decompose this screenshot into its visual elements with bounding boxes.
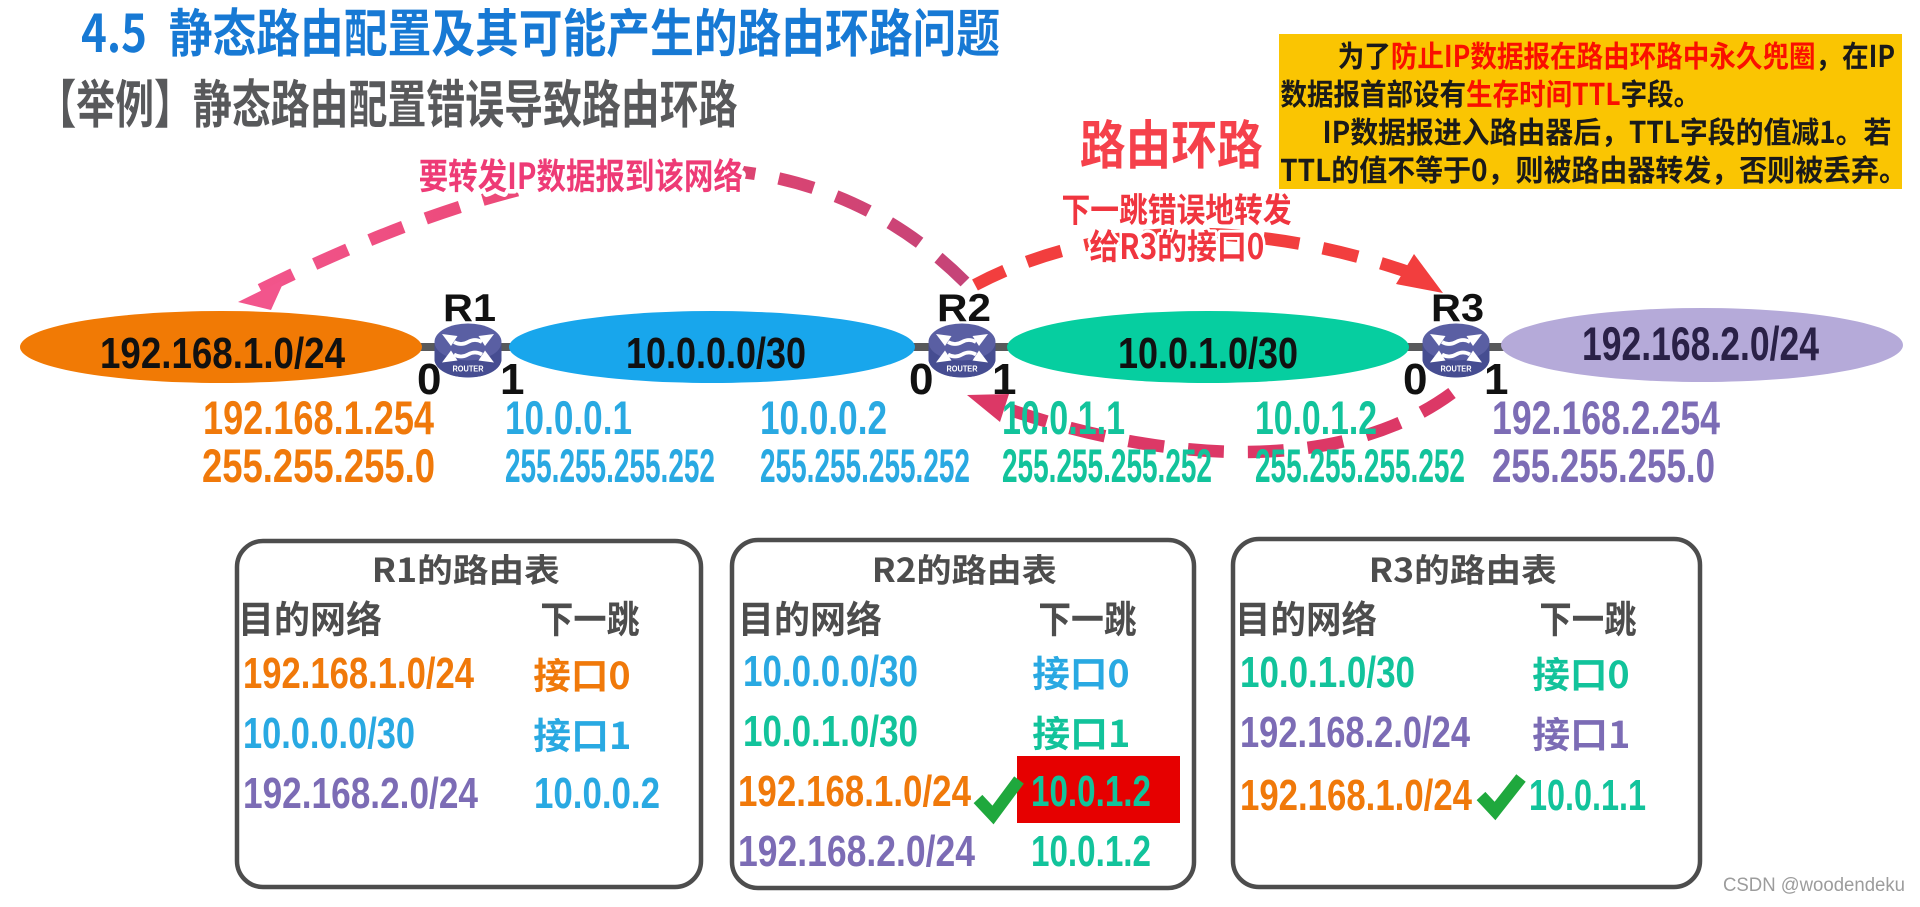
svg-text:0: 0	[909, 355, 933, 404]
svg-text:R2: R2	[937, 287, 991, 330]
svg-text:10.0.0.2: 10.0.0.2	[534, 769, 660, 818]
svg-text:255.255.255.252: 255.255.255.252	[1002, 439, 1212, 492]
svg-text:1: 1	[500, 355, 524, 404]
svg-text:192.168.1.0/24: 192.168.1.0/24	[738, 767, 971, 816]
svg-text:0: 0	[417, 355, 441, 404]
svg-text:1: 1	[1484, 355, 1508, 404]
svg-text:CSDN @woodendeku: CSDN @woodendeku	[1723, 875, 1905, 896]
svg-text:10.0.0.1: 10.0.0.1	[505, 391, 632, 444]
svg-text:192.168.2.0/24: 192.168.2.0/24	[738, 827, 975, 876]
svg-text:10.0.1.2: 10.0.1.2	[1031, 827, 1151, 876]
svg-text:192.168.2.254: 192.168.2.254	[1492, 391, 1720, 444]
svg-text:R1: R1	[443, 287, 496, 330]
svg-text:255.255.255.252: 255.255.255.252	[760, 439, 970, 492]
svg-text:10.0.1.0/30: 10.0.1.0/30	[1118, 329, 1298, 378]
svg-text:10.0.0.0/30: 10.0.0.0/30	[743, 647, 918, 696]
svg-text:ROUTER: ROUTER	[1441, 364, 1472, 374]
svg-text:10.0.0.0/30: 10.0.0.0/30	[626, 329, 806, 378]
svg-text:192.168.1.0/24: 192.168.1.0/24	[100, 329, 345, 378]
svg-text:255.255.255.252: 255.255.255.252	[505, 439, 715, 492]
svg-text:192.168.1.0/24: 192.168.1.0/24	[243, 649, 474, 698]
svg-text:R3: R3	[1431, 287, 1484, 330]
svg-text:255.255.255.0: 255.255.255.0	[1492, 439, 1715, 492]
svg-text:ROUTER: ROUTER	[947, 364, 978, 374]
svg-text:10.0.1.0/30: 10.0.1.0/30	[1240, 648, 1415, 697]
svg-text:192.168.1.0/24: 192.168.1.0/24	[1240, 771, 1472, 820]
svg-text:10.0.1.2: 10.0.1.2	[1255, 391, 1377, 444]
svg-text:255.255.255.0: 255.255.255.0	[202, 439, 435, 492]
svg-text:0: 0	[1403, 355, 1427, 404]
svg-text:192.168.2.0/24: 192.168.2.0/24	[1240, 708, 1470, 757]
svg-text:192.168.2.0/24: 192.168.2.0/24	[243, 769, 478, 818]
svg-text:10.0.0.2: 10.0.0.2	[760, 391, 887, 444]
svg-text:255.255.255.252: 255.255.255.252	[1255, 439, 1465, 492]
svg-text:10.0.1.0/30: 10.0.1.0/30	[743, 707, 918, 756]
svg-text:1: 1	[992, 355, 1016, 404]
svg-text:192.168.1.254: 192.168.1.254	[203, 391, 434, 444]
svg-text:10.0.1.1: 10.0.1.1	[1529, 771, 1646, 820]
svg-text:192.168.2.0/24: 192.168.2.0/24	[1582, 317, 1819, 370]
svg-text:ROUTER: ROUTER	[453, 364, 484, 374]
svg-text:10.0.1.2: 10.0.1.2	[1031, 767, 1151, 816]
svg-text:10.0.0.0/30: 10.0.0.0/30	[243, 709, 415, 758]
svg-text:10.0.1.1: 10.0.1.1	[1002, 391, 1125, 444]
